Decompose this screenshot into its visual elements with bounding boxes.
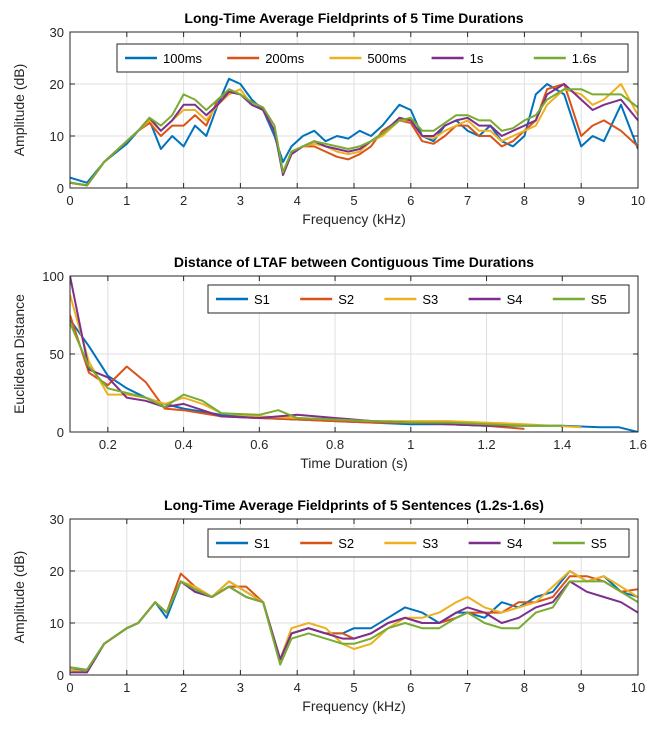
y-tick-label: 20 xyxy=(50,77,64,92)
x-tick-label: 0 xyxy=(66,193,73,208)
x-tick-label: 3 xyxy=(237,193,244,208)
y-tick-label: 0 xyxy=(57,181,64,196)
x-tick-label: 1.2 xyxy=(477,437,495,452)
x-tick-label: 6 xyxy=(407,193,414,208)
x-tick-label: 1 xyxy=(407,437,414,452)
series-line-S5 xyxy=(70,580,638,671)
series-group xyxy=(70,77,638,187)
legend-entry-S4: S4 xyxy=(507,536,523,551)
y-tick-label: 0 xyxy=(57,668,64,683)
x-tick-label: 5 xyxy=(350,680,357,695)
x-tick-label: 10 xyxy=(631,193,645,208)
legend-entry-S4: S4 xyxy=(507,292,523,307)
legend-entry-S3: S3 xyxy=(422,536,438,551)
legend-entry-S1: S1 xyxy=(254,536,270,551)
y-tick-label: 30 xyxy=(50,512,64,527)
y-tick-label: 0 xyxy=(57,425,64,440)
x-tick-label: 0.2 xyxy=(99,437,117,452)
legend-entry-S5: S5 xyxy=(591,536,607,551)
x-tick-label: 4 xyxy=(294,680,301,695)
y-axis-label: Amplitude (dB) xyxy=(11,64,27,157)
legend-entry-S2: S2 xyxy=(338,536,354,551)
x-tick-label: 5 xyxy=(350,193,357,208)
x-tick-label: 0.4 xyxy=(175,437,193,452)
series-line-200ms xyxy=(70,83,638,187)
x-tick-label: 0.8 xyxy=(326,437,344,452)
y-axis-label: Amplitude (dB) xyxy=(11,551,27,644)
x-tick-label: 0.6 xyxy=(250,437,268,452)
series-group xyxy=(70,570,638,674)
y-axis-label: Euclidean Distance xyxy=(11,294,27,414)
series-group xyxy=(70,276,638,432)
legend-entry-S3: S3 xyxy=(422,292,438,307)
legend-entry-200ms: 200ms xyxy=(265,51,305,66)
x-tick-label: 1.4 xyxy=(553,437,571,452)
chart-title: Long-Time Average Fieldprints of 5 Sente… xyxy=(164,497,544,513)
legend-entry-S2: S2 xyxy=(338,292,354,307)
x-tick-label: 7 xyxy=(464,680,471,695)
x-tick-label: 8 xyxy=(521,193,528,208)
x-axis-label: Frequency (kHz) xyxy=(302,211,405,227)
x-tick-label: 7 xyxy=(464,193,471,208)
series-line-1.6s xyxy=(70,88,638,187)
chart-title: Distance of LTAF between Contiguous Time… xyxy=(174,254,534,270)
series-line-100ms xyxy=(70,77,638,184)
x-tick-label: 0 xyxy=(66,680,73,695)
legend-entry-500ms: 500ms xyxy=(367,51,407,66)
x-tick-label: 6 xyxy=(407,680,414,695)
x-tick-label: 2 xyxy=(180,193,187,208)
y-tick-label: 20 xyxy=(50,564,64,579)
x-tick-label: 8 xyxy=(521,680,528,695)
x-tick-label: 1.6 xyxy=(629,437,647,452)
x-axis-label: Time Duration (s) xyxy=(300,455,408,471)
y-tick-label: 100 xyxy=(42,269,64,284)
legend-entry-100ms: 100ms xyxy=(163,51,203,66)
y-tick-label: 10 xyxy=(50,616,64,631)
legend-entry-S1: S1 xyxy=(254,292,270,307)
x-tick-label: 1 xyxy=(123,193,130,208)
series-line-500ms xyxy=(70,83,638,187)
x-tick-label: 4 xyxy=(294,193,301,208)
y-tick-label: 50 xyxy=(50,347,64,362)
series-line-1s xyxy=(70,83,638,187)
x-axis-label: Frequency (kHz) xyxy=(302,698,405,714)
legend-entry-S5: S5 xyxy=(591,292,607,307)
series-line-S1 xyxy=(70,570,638,671)
series-line-S5 xyxy=(70,322,563,427)
x-tick-label: 9 xyxy=(578,680,585,695)
y-tick-label: 30 xyxy=(50,25,64,40)
x-tick-label: 1 xyxy=(123,680,130,695)
x-tick-label: 3 xyxy=(237,680,244,695)
chart-title: Long-Time Average Fieldprints of 5 Time … xyxy=(184,10,523,26)
y-tick-label: 10 xyxy=(50,129,64,144)
x-tick-label: 9 xyxy=(578,193,585,208)
legend-entry-1s: 1s xyxy=(470,51,484,66)
legend-entry-1.6s: 1.6s xyxy=(572,51,597,66)
x-tick-label: 2 xyxy=(180,680,187,695)
x-tick-label: 10 xyxy=(631,680,645,695)
